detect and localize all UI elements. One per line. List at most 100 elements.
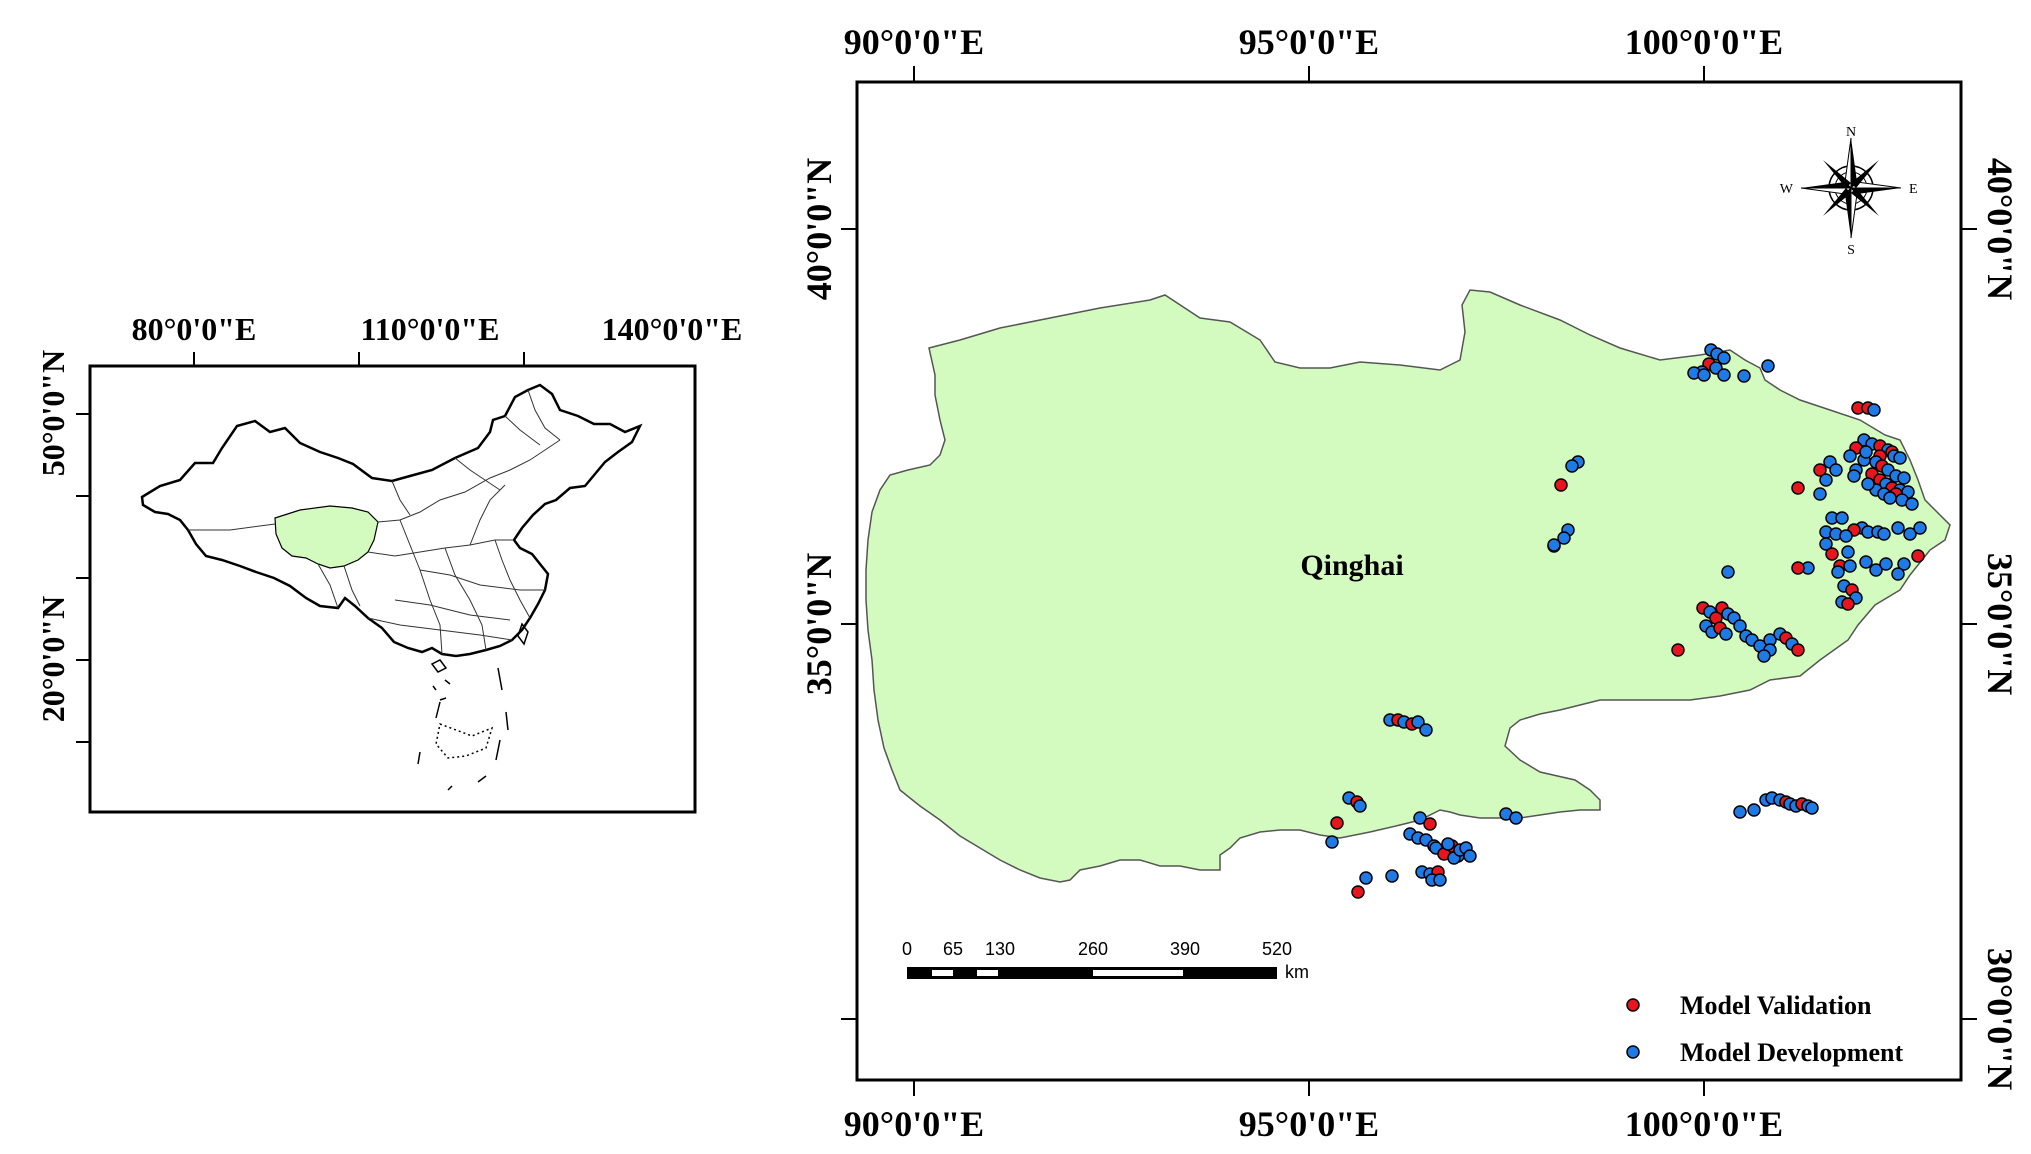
lat-right-3: 30°0'0"N <box>1980 948 2020 1090</box>
development-point <box>1509 811 1523 825</box>
development-point <box>1847 469 1861 483</box>
graticule-ticks <box>841 66 1977 1096</box>
development-point <box>1805 801 1819 815</box>
development-point <box>1883 491 1897 505</box>
scale-tick-260: 260 <box>1078 939 1108 959</box>
lon-top-1: 90°0'0"E <box>844 22 984 62</box>
development-point <box>1819 537 1833 551</box>
development-point <box>1903 527 1917 541</box>
development-point <box>1829 463 1843 477</box>
development-point <box>1891 521 1905 535</box>
development-point <box>1843 449 1857 463</box>
development-point <box>1359 871 1373 885</box>
inset-lon-label-1: 80°0'0"E <box>132 311 257 347</box>
lat-left-1: 40°0'0"N <box>799 158 839 300</box>
development-point <box>1697 368 1711 382</box>
compass-icon: N S E W <box>1780 125 1918 258</box>
development-point <box>1843 559 1857 573</box>
inset-map: 80°0'0"E 110°0'0"E 140°0'0"E 50°0'0"N 20… <box>35 311 743 814</box>
inset-lat-label-2: 20°0'0"N <box>35 596 71 723</box>
development-point <box>1913 521 1927 535</box>
development-point <box>1861 477 1875 491</box>
development-point <box>1869 563 1883 577</box>
lat-left-2: 35°0'0"N <box>799 553 839 695</box>
validation-point <box>1330 816 1344 830</box>
development-point <box>1891 567 1905 581</box>
development-point <box>1737 369 1751 383</box>
development-point <box>1877 527 1891 541</box>
lon-top-2: 95°0'0"E <box>1239 22 1379 62</box>
legend-marker-development <box>1626 1045 1640 1059</box>
development-point <box>1419 723 1433 737</box>
legend-label-development: Model Development <box>1680 1038 1903 1067</box>
validation-point <box>1841 597 1855 611</box>
development-point <box>1905 497 1919 511</box>
validation-point <box>1351 885 1365 899</box>
validation-point <box>1813 463 1827 477</box>
development-point <box>1839 529 1853 543</box>
main-map: 90°0'0"E 95°0'0"E 100°0'0"E 90°0'0"E 95°… <box>799 22 2020 1144</box>
development-point <box>1859 445 1873 459</box>
lon-bottom-1: 90°0'0"E <box>844 1104 984 1144</box>
lon-bottom-2: 95°0'0"E <box>1239 1104 1379 1144</box>
development-point <box>1719 627 1733 641</box>
province-boundaries <box>188 389 561 655</box>
development-point <box>1835 511 1849 525</box>
development-point <box>1867 403 1881 417</box>
development-point <box>1757 649 1771 663</box>
inset-lon-label-2: 110°0'0"E <box>360 311 499 347</box>
development-point <box>1721 565 1735 579</box>
validation-point <box>1671 643 1685 657</box>
lon-top-3: 100°0'0"E <box>1625 22 1783 62</box>
legend: Model Validation Model Development <box>1626 991 1903 1067</box>
validation-point <box>1791 561 1805 575</box>
region-label: Qinghai <box>1300 549 1403 582</box>
sample-points <box>1325 343 1927 899</box>
development-point <box>1413 811 1427 825</box>
development-point <box>1385 869 1399 883</box>
development-point <box>1433 873 1447 887</box>
development-point <box>1733 805 1747 819</box>
compass-e: E <box>1909 182 1918 197</box>
compass-s: S <box>1847 243 1855 258</box>
lat-right-1: 40°0'0"N <box>1980 158 2020 300</box>
development-point <box>1761 359 1775 373</box>
development-point <box>1893 451 1907 465</box>
inset-lat-label-1: 50°0'0"N <box>35 350 71 477</box>
scale-unit: km <box>1285 962 1309 982</box>
validation-point <box>1554 478 1568 492</box>
development-point <box>1897 471 1911 485</box>
development-point <box>1717 368 1731 382</box>
islands <box>417 622 529 791</box>
qinghai-region <box>865 289 1951 883</box>
development-point <box>1813 487 1827 501</box>
development-point <box>1819 473 1833 487</box>
scale-tick-520: 520 <box>1262 939 1292 959</box>
development-point <box>1831 565 1845 579</box>
development-point <box>1859 555 1873 569</box>
scale-bar: 0 65 130 260 390 520 km <box>902 939 1309 982</box>
development-point <box>1557 531 1571 545</box>
inset-lon-label-3: 140°0'0"E <box>602 311 743 347</box>
development-point <box>1463 849 1477 863</box>
scale-tick-390: 390 <box>1170 939 1200 959</box>
development-point <box>1841 545 1855 559</box>
development-point <box>1717 351 1731 365</box>
validation-point <box>1911 549 1925 563</box>
development-point <box>1411 715 1425 729</box>
lat-right-2: 35°0'0"N <box>1980 553 2020 695</box>
development-point <box>1747 803 1761 817</box>
validation-point <box>1423 817 1437 831</box>
validation-point <box>1825 547 1839 561</box>
compass-w: W <box>1780 182 1794 197</box>
validation-point <box>1791 481 1805 495</box>
inset-qinghai-highlight <box>274 505 379 569</box>
development-point <box>1353 799 1367 813</box>
scale-tick-130: 130 <box>985 939 1015 959</box>
development-point <box>1897 557 1911 571</box>
development-point <box>1325 835 1339 849</box>
validation-point <box>1791 643 1805 657</box>
legend-label-validation: Model Validation <box>1680 991 1872 1020</box>
scale-tick-65: 65 <box>943 939 963 959</box>
